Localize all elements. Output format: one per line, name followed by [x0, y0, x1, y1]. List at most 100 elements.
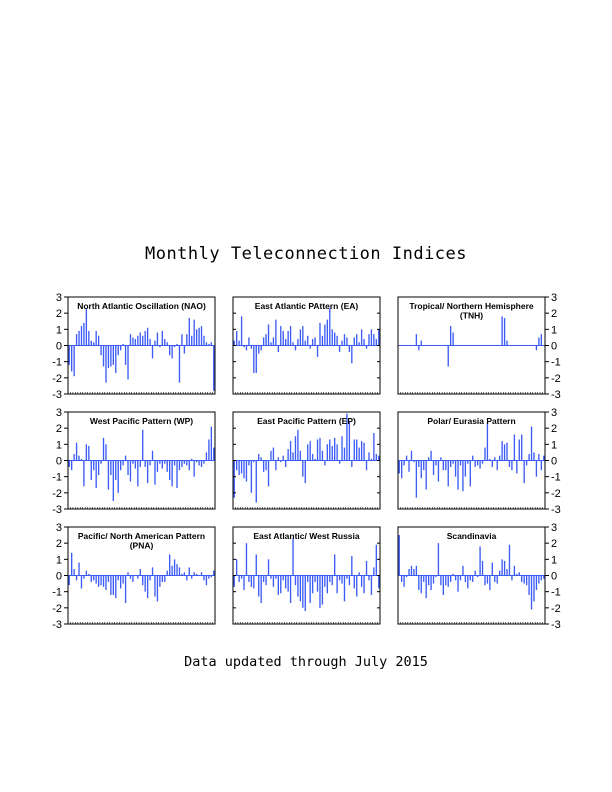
bar: [117, 460, 119, 493]
bar: [178, 345, 181, 383]
bar: [122, 575, 124, 584]
bar: [501, 441, 503, 461]
bar: [181, 334, 183, 346]
bar: [144, 460, 146, 467]
bar: [435, 575, 437, 578]
bar: [373, 334, 375, 346]
bar: [203, 460, 205, 464]
bar: [73, 345, 75, 377]
bar: [115, 460, 117, 480]
bar: [447, 345, 449, 367]
bar: [253, 345, 255, 373]
y-tick-label: 2: [551, 308, 557, 320]
y-tick-label: 3: [56, 522, 62, 534]
bar: [423, 460, 425, 471]
bar: [195, 460, 198, 463]
panel-title: East Atlantic/ West Russia: [253, 531, 360, 541]
bar: [208, 439, 210, 461]
bar: [521, 575, 523, 582]
bar: [368, 452, 370, 461]
panel-title-line: (TNH): [460, 311, 483, 321]
bar: [484, 575, 486, 586]
panel-title: Pacific/ North American Pattern (PNA): [78, 531, 205, 551]
bar: [137, 575, 139, 579]
bar: [358, 572, 360, 576]
bar: [486, 423, 489, 461]
bar: [454, 575, 457, 581]
bar: [68, 460, 70, 467]
bar: [181, 573, 183, 576]
bar: [467, 460, 469, 464]
bar: [93, 460, 95, 471]
bar: [513, 565, 516, 576]
bar: [356, 439, 358, 461]
bar: [102, 345, 105, 367]
bar: [90, 575, 92, 582]
panel-title-line: East Atlantic PAttern (EA): [255, 301, 359, 311]
bar: [139, 332, 141, 346]
bar: [309, 345, 311, 349]
bar: [262, 575, 265, 582]
bar: [245, 460, 248, 482]
bar: [267, 460, 270, 487]
bar: [245, 543, 248, 576]
bar: [166, 570, 168, 576]
bar: [533, 575, 535, 602]
bar: [375, 339, 377, 346]
bar: [178, 460, 181, 471]
bar: [403, 575, 405, 587]
bar: [326, 575, 328, 594]
bar: [107, 460, 110, 490]
bar: [267, 324, 270, 346]
bar: [508, 460, 511, 467]
bar: [423, 575, 425, 582]
bar: [506, 569, 508, 576]
bar: [248, 575, 250, 582]
bar: [370, 458, 373, 461]
bar: [294, 436, 297, 461]
bar: [238, 575, 240, 582]
bar: [511, 460, 513, 471]
bar: [75, 334, 78, 346]
bar: [508, 544, 511, 576]
y-tick-label: 2: [551, 538, 557, 550]
bar: [71, 345, 73, 372]
bar: [205, 342, 208, 346]
bar: [452, 460, 454, 464]
bar: [481, 560, 484, 576]
bar: [302, 460, 304, 477]
bar: [499, 570, 501, 576]
bar: [454, 460, 457, 477]
bar: [329, 439, 331, 461]
bar: [309, 575, 311, 603]
bar: [166, 342, 168, 346]
bar: [307, 444, 309, 461]
bar: [353, 575, 355, 589]
bar: [139, 569, 141, 576]
bar: [117, 575, 119, 581]
bar: [277, 575, 279, 595]
bar: [80, 575, 83, 589]
bar: [233, 340, 235, 346]
bar: [430, 575, 432, 591]
bar: [292, 538, 294, 576]
bar: [530, 426, 533, 461]
bar: [186, 334, 188, 346]
bar: [405, 455, 408, 461]
bar: [149, 339, 151, 346]
bar: [169, 554, 171, 576]
bar: [338, 345, 341, 352]
bar: [432, 460, 435, 476]
bar: [97, 575, 100, 587]
bar: [378, 455, 380, 461]
bar: [243, 575, 245, 591]
bar: [336, 444, 338, 461]
bar: [450, 460, 452, 467]
bar: [462, 565, 464, 576]
bar: [287, 330, 289, 346]
bar: [358, 447, 360, 461]
bar: [71, 460, 73, 471]
chart-panel-6: -3 -2 -1 0 1 2 3 Polar/ Eurasia Pattern: [397, 407, 561, 516]
bar: [331, 445, 333, 461]
bar: [353, 439, 355, 461]
